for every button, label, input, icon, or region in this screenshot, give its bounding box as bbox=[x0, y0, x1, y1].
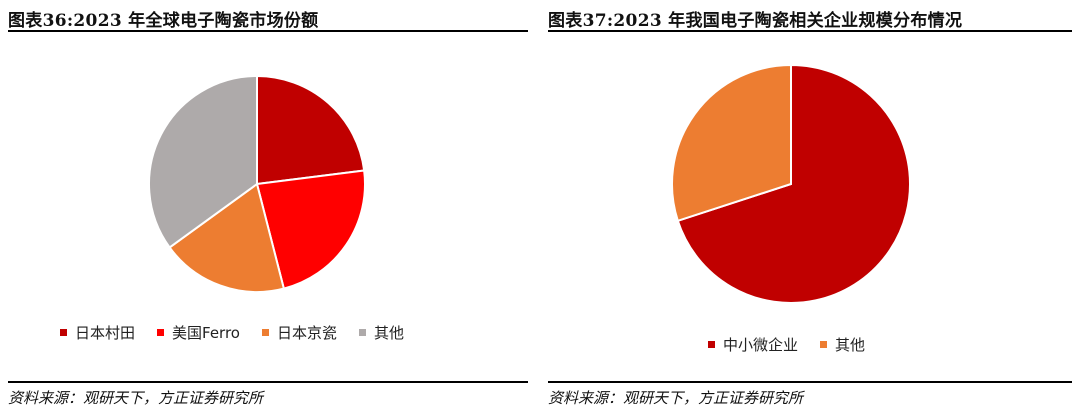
chart-title: 图表37:2023 年我国电子陶瓷相关企业规模分布情况 bbox=[548, 11, 963, 31]
source-rule bbox=[548, 381, 1072, 383]
pie-slice-2 bbox=[168, 182, 286, 293]
legend-swatch bbox=[708, 341, 715, 348]
pie-slice-1 bbox=[671, 63, 792, 223]
legend-swatch bbox=[60, 329, 67, 336]
legend-item: 中小微企业 bbox=[708, 334, 798, 355]
legend-swatch bbox=[261, 329, 269, 336]
legend-item: 日本村田 bbox=[60, 322, 135, 343]
legend-label: 日本村田 bbox=[75, 324, 136, 342]
pie-chart-enterprise-scale bbox=[671, 63, 911, 304]
legend-item: 日本京瓷 bbox=[261, 322, 337, 343]
legend-swatch bbox=[359, 329, 366, 336]
title-rule bbox=[548, 30, 1072, 32]
pie-slice-3 bbox=[148, 74, 258, 249]
pie-slice-0 bbox=[676, 63, 911, 304]
pie-chart-market-share bbox=[148, 74, 366, 293]
legend-label: 其他 bbox=[835, 336, 866, 354]
source-rule bbox=[8, 381, 528, 383]
chart-legend: 中小微企业 其他 bbox=[708, 334, 865, 355]
chart-title: 图表36:2023 年全球电子陶瓷市场份额 bbox=[8, 11, 319, 31]
legend-label: 日本京瓷 bbox=[276, 324, 337, 342]
legend-label: 美国Ferro bbox=[172, 324, 240, 342]
legend-item: 其他 bbox=[820, 334, 865, 355]
chart-legend: 日本村田 美国Ferro 日本京瓷 其他 bbox=[60, 322, 404, 343]
legend-label: 中小微企业 bbox=[723, 336, 799, 354]
chart-panel-enterprise-scale: 图表37:2023 年我国电子陶瓷相关企业规模分布情况 中小微企业 其他 资料来源… bbox=[540, 0, 1080, 416]
legend-item: 其他 bbox=[359, 322, 404, 343]
legend-swatch bbox=[157, 329, 165, 336]
legend-swatch bbox=[820, 341, 828, 348]
legend-item: 美国Ferro bbox=[157, 322, 240, 343]
source-note: 资料来源：观研天下，方正证券研究所 bbox=[8, 389, 264, 407]
pie-slice-0 bbox=[256, 74, 366, 186]
legend-label: 其他 bbox=[374, 324, 405, 342]
pie-slice-1 bbox=[255, 169, 366, 290]
source-note: 资料来源：观研天下，方正证券研究所 bbox=[548, 389, 804, 407]
chart-panel-market-share: 图表36:2023 年全球电子陶瓷市场份额 日本村田 美国Ferro 日本京瓷 其他 … bbox=[0, 0, 528, 416]
title-rule bbox=[8, 30, 528, 32]
